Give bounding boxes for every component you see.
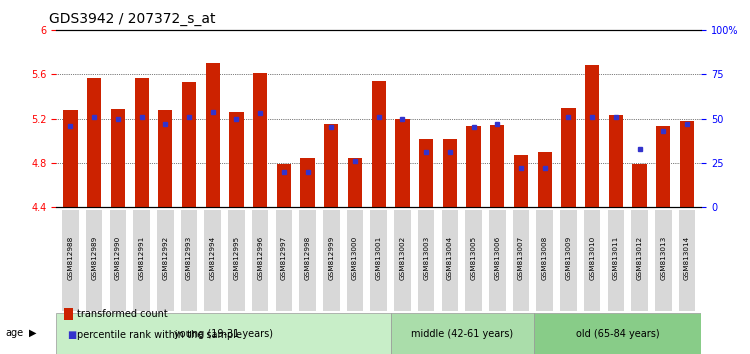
- FancyBboxPatch shape: [323, 210, 340, 311]
- FancyBboxPatch shape: [632, 210, 648, 311]
- Bar: [395, 119, 410, 207]
- Text: GSM813006: GSM813006: [494, 236, 500, 280]
- Text: GSM813001: GSM813001: [376, 236, 382, 280]
- Bar: [656, 126, 670, 207]
- Text: GDS3942 / 207372_s_at: GDS3942 / 207372_s_at: [49, 12, 215, 27]
- Bar: [182, 82, 196, 207]
- Text: GSM813010: GSM813010: [590, 236, 596, 280]
- Text: GSM813013: GSM813013: [660, 236, 666, 280]
- Bar: [534, 313, 701, 354]
- Bar: [442, 138, 457, 207]
- FancyBboxPatch shape: [418, 210, 434, 311]
- Text: old (65-84 years): old (65-84 years): [576, 329, 659, 339]
- Text: GSM812990: GSM812990: [115, 236, 121, 280]
- Text: middle (42-61 years): middle (42-61 years): [411, 329, 514, 339]
- Bar: [490, 125, 505, 207]
- Bar: [158, 110, 172, 207]
- Text: GSM812994: GSM812994: [210, 236, 216, 280]
- FancyBboxPatch shape: [536, 210, 553, 311]
- Text: GSM812999: GSM812999: [328, 236, 334, 280]
- Text: GSM812997: GSM812997: [281, 236, 287, 280]
- Text: GSM812991: GSM812991: [139, 236, 145, 280]
- Text: GSM813008: GSM813008: [542, 236, 548, 280]
- Text: GSM813012: GSM813012: [637, 236, 643, 280]
- Bar: [56, 313, 391, 354]
- Bar: [372, 81, 386, 207]
- FancyBboxPatch shape: [394, 210, 411, 311]
- Bar: [391, 313, 534, 354]
- Text: GSM812988: GSM812988: [68, 236, 74, 280]
- FancyBboxPatch shape: [442, 210, 458, 311]
- Bar: [609, 115, 623, 207]
- Text: GSM813005: GSM813005: [470, 236, 476, 280]
- FancyBboxPatch shape: [584, 210, 601, 311]
- Bar: [348, 159, 362, 207]
- Bar: [87, 78, 101, 207]
- FancyBboxPatch shape: [205, 210, 221, 311]
- Text: GSM813009: GSM813009: [566, 236, 572, 280]
- Bar: [466, 126, 481, 207]
- FancyBboxPatch shape: [346, 210, 363, 311]
- Text: GSM813002: GSM813002: [400, 236, 406, 280]
- FancyBboxPatch shape: [608, 210, 624, 311]
- Bar: [206, 63, 220, 207]
- FancyBboxPatch shape: [62, 210, 79, 311]
- Text: GSM812989: GSM812989: [92, 236, 98, 280]
- Text: GSM812992: GSM812992: [162, 236, 168, 280]
- Text: GSM813004: GSM813004: [447, 236, 453, 280]
- Text: GSM813003: GSM813003: [423, 236, 429, 280]
- FancyBboxPatch shape: [181, 210, 197, 311]
- Text: ▶: ▶: [29, 328, 37, 338]
- FancyBboxPatch shape: [299, 210, 316, 311]
- Text: GSM812996: GSM812996: [257, 236, 263, 280]
- Text: percentile rank within the sample: percentile rank within the sample: [77, 330, 242, 339]
- Bar: [561, 108, 575, 207]
- Bar: [63, 110, 77, 207]
- Bar: [301, 159, 315, 207]
- FancyBboxPatch shape: [655, 210, 671, 311]
- FancyBboxPatch shape: [157, 210, 174, 311]
- Text: GSM813007: GSM813007: [518, 236, 524, 280]
- FancyBboxPatch shape: [228, 210, 244, 311]
- FancyBboxPatch shape: [86, 210, 103, 311]
- Bar: [632, 164, 646, 207]
- Text: ■: ■: [67, 330, 76, 339]
- Bar: [134, 78, 148, 207]
- Text: age: age: [5, 328, 23, 338]
- Text: transformed count: transformed count: [77, 309, 168, 319]
- Bar: [324, 124, 338, 207]
- Text: GSM812998: GSM812998: [304, 236, 310, 280]
- Text: GSM813011: GSM813011: [613, 236, 619, 280]
- FancyBboxPatch shape: [560, 210, 577, 311]
- Bar: [230, 112, 244, 207]
- Bar: [277, 164, 291, 207]
- FancyBboxPatch shape: [275, 210, 292, 311]
- FancyBboxPatch shape: [134, 210, 150, 311]
- Text: young (19-31 years): young (19-31 years): [174, 329, 273, 339]
- Text: GSM812993: GSM812993: [186, 236, 192, 280]
- Bar: [680, 121, 694, 207]
- FancyBboxPatch shape: [252, 210, 268, 311]
- FancyBboxPatch shape: [370, 210, 387, 311]
- Text: GSM813000: GSM813000: [352, 236, 358, 280]
- FancyBboxPatch shape: [489, 210, 506, 311]
- Bar: [538, 152, 552, 207]
- Bar: [419, 138, 434, 207]
- FancyBboxPatch shape: [465, 210, 482, 311]
- Bar: [585, 65, 599, 207]
- FancyBboxPatch shape: [679, 210, 695, 311]
- FancyBboxPatch shape: [513, 210, 529, 311]
- Bar: [111, 109, 125, 207]
- FancyBboxPatch shape: [110, 210, 126, 311]
- Bar: [514, 155, 528, 207]
- Text: GSM812995: GSM812995: [233, 236, 239, 280]
- Bar: [253, 73, 267, 207]
- Text: GSM813014: GSM813014: [684, 236, 690, 280]
